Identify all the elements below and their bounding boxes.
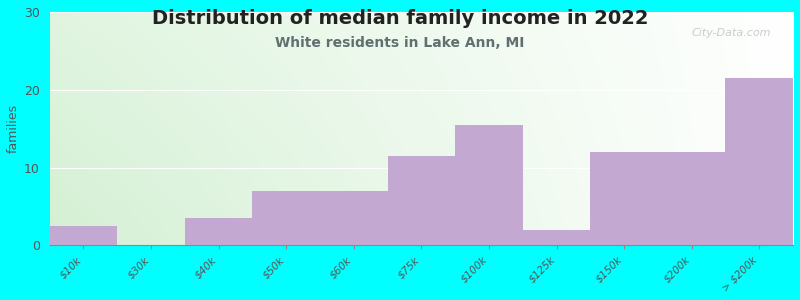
Bar: [658, 152, 726, 245]
Bar: [50, 226, 118, 245]
Bar: [455, 125, 522, 245]
Bar: [726, 78, 793, 245]
Bar: [185, 218, 253, 245]
Y-axis label: families: families: [7, 104, 20, 153]
Text: Distribution of median family income in 2022: Distribution of median family income in …: [152, 9, 648, 28]
Text: White residents in Lake Ann, MI: White residents in Lake Ann, MI: [275, 36, 525, 50]
Text: City-Data.com: City-Data.com: [691, 28, 770, 38]
Bar: [590, 152, 658, 245]
Bar: [320, 191, 387, 245]
Bar: [253, 191, 320, 245]
Bar: [522, 230, 590, 245]
Bar: [387, 156, 455, 245]
